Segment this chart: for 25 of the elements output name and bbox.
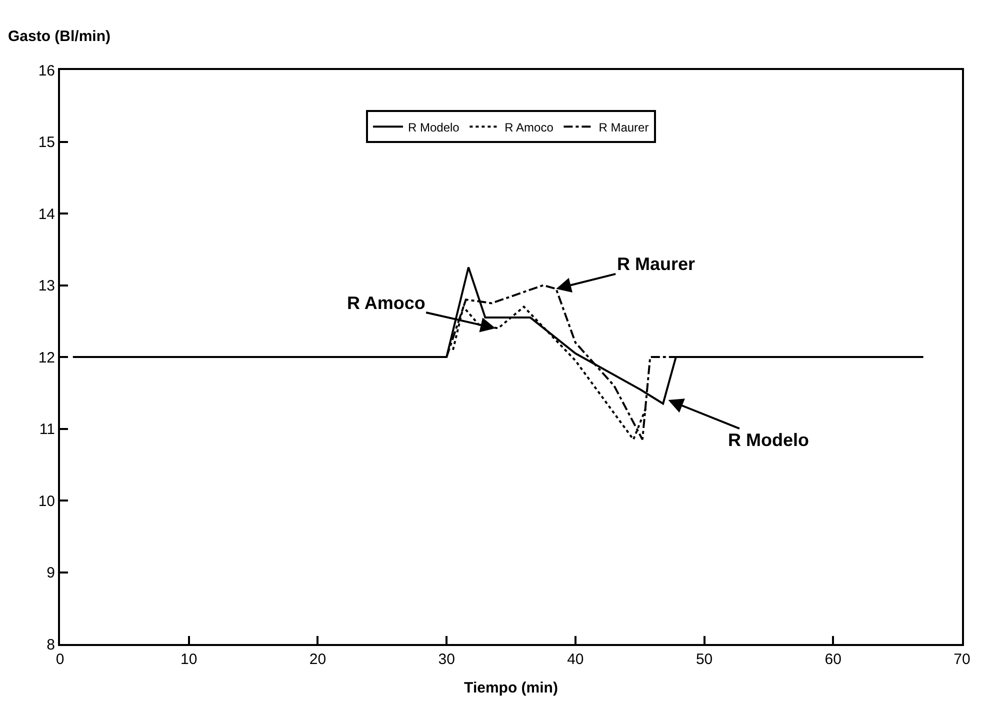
annotation: R Maurer xyxy=(617,254,696,274)
x-tick-label: 50 xyxy=(696,651,713,668)
x-axis-title: Tiempo (min) xyxy=(464,680,558,696)
y-tick-label: 14 xyxy=(38,206,55,223)
y-tick-label: 10 xyxy=(38,492,55,510)
y-tick-label: 12 xyxy=(38,349,55,366)
y-tick-label: 8 xyxy=(46,636,55,654)
y-tick-label: 15 xyxy=(38,134,55,151)
x-tick-label: 10 xyxy=(180,651,198,668)
annotation: R Amoco xyxy=(347,293,426,313)
x-tick-label: 0 xyxy=(56,651,64,668)
x-tick-label: 60 xyxy=(824,651,842,668)
y-tick-label: 9 xyxy=(46,564,55,582)
annotation: R Modelo xyxy=(728,430,809,450)
y-axis-title: Gasto (Bl/min) xyxy=(8,28,111,45)
y-tick-label: 13 xyxy=(38,278,55,294)
legend-label: R Maurer xyxy=(598,120,649,134)
x-tick-label: 70 xyxy=(954,651,970,668)
x-tick-label: 30 xyxy=(438,651,455,668)
x-tick-label: 40 xyxy=(567,651,584,668)
y-tick-label: 11 xyxy=(39,421,55,438)
y-tick-label: 16 xyxy=(38,62,55,80)
legend-label: R Modelo xyxy=(408,120,460,134)
legend-label: R Amoco xyxy=(504,120,554,134)
x-tick-label: 20 xyxy=(309,651,326,668)
